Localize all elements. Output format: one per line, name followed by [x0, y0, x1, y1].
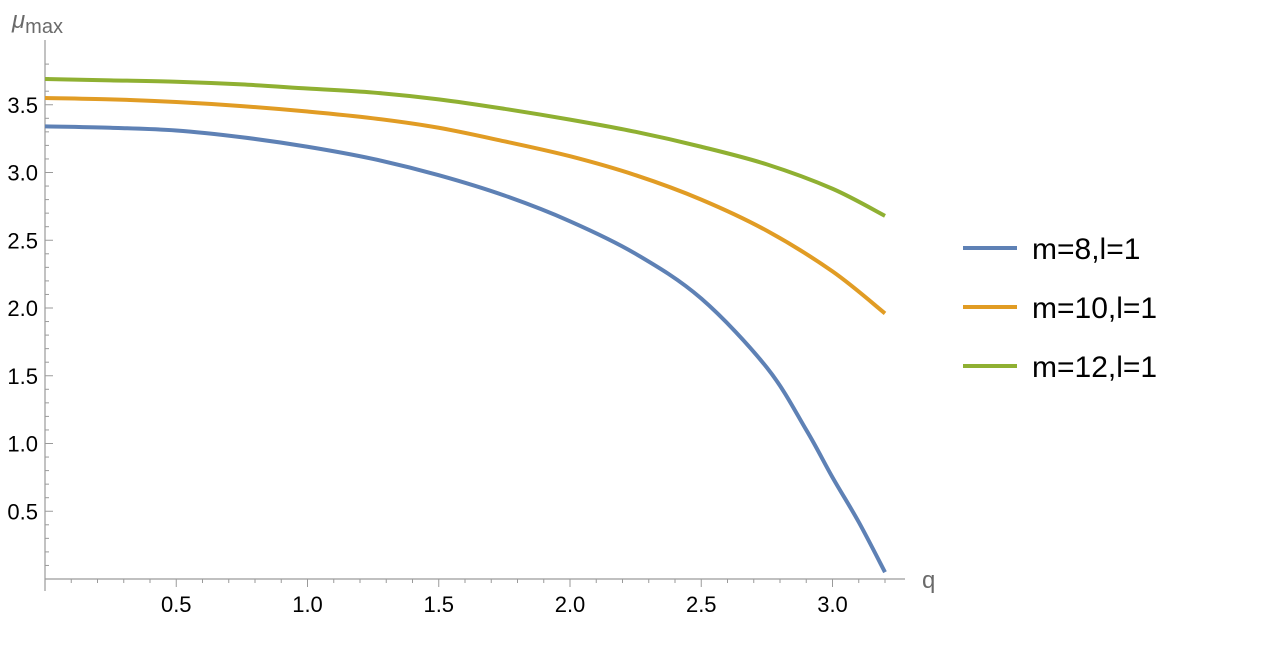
x-tick-label: 3.0: [817, 592, 848, 617]
x-tick-label: 1.5: [423, 592, 454, 617]
x-tick-label: 2.5: [686, 592, 717, 617]
series-line-m-8-l-1: [44, 124, 887, 574]
x-tick-label: 2.0: [555, 592, 586, 617]
x-tick-label: 0.5: [161, 592, 192, 617]
y-tick-label: 3.0: [7, 161, 38, 186]
y-ticks: 0.5 1.0 1.5 2.0 2.5 3.0 3.5: [7, 63, 53, 566]
series-lines: [44, 77, 887, 574]
series-line-m-10-l-1: [44, 95, 887, 315]
x-axis-title: q: [922, 567, 935, 594]
y-axis-title: μmax: [11, 7, 63, 38]
x-ticks: 0.5 1.0 1.5 2.0 2.5 3.0: [70, 579, 886, 617]
y-tick-label: 3.5: [7, 93, 38, 118]
y-tick-label: 1.5: [7, 364, 38, 389]
y-tick-label: 2.5: [7, 228, 38, 253]
legend-label: m=12,l=1: [1032, 351, 1157, 384]
y-tick-label: 2.0: [7, 296, 38, 321]
legend-label: m=8,l=1: [1032, 233, 1140, 266]
y-axis-title-main: μ: [11, 7, 25, 34]
legend-label: m=10,l=1: [1032, 292, 1157, 325]
legend: m=8,l=1 m=10,l=1 m=12,l=1: [963, 233, 1157, 384]
x-tick-label: 1.0: [292, 592, 323, 617]
y-tick-label: 1.0: [7, 432, 38, 457]
series-line-m-12-l-1: [44, 77, 886, 218]
y-tick-label: 0.5: [7, 499, 38, 524]
axes: 0.5 1.0 1.5 2.0 2.5 3.0 0.5 1.0 1.5 2.0 2.5 3.0 3.5…: [7, 7, 935, 617]
y-axis-title-subscript: max: [25, 16, 63, 38]
